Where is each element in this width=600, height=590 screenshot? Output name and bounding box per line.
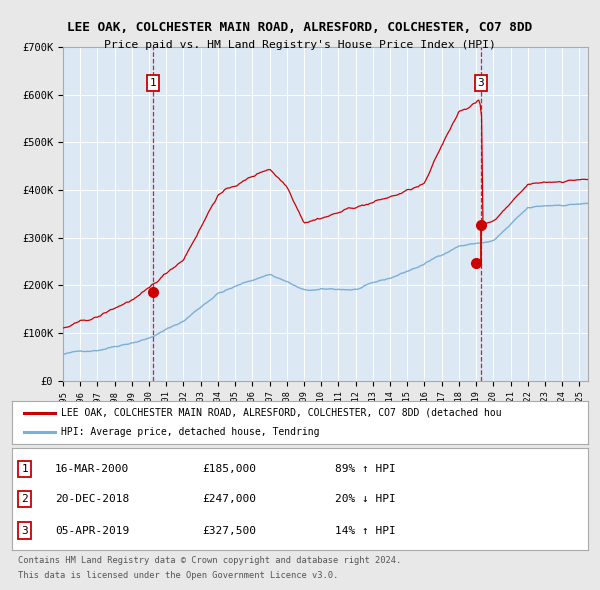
- Text: Contains HM Land Registry data © Crown copyright and database right 2024.: Contains HM Land Registry data © Crown c…: [18, 556, 401, 565]
- Text: 16-MAR-2000: 16-MAR-2000: [55, 464, 130, 474]
- Text: LEE OAK, COLCHESTER MAIN ROAD, ALRESFORD, COLCHESTER, CO7 8DD (detached hou: LEE OAK, COLCHESTER MAIN ROAD, ALRESFORD…: [61, 408, 502, 418]
- Text: 20% ↓ HPI: 20% ↓ HPI: [335, 494, 395, 504]
- Text: £327,500: £327,500: [202, 526, 256, 536]
- Text: This data is licensed under the Open Government Licence v3.0.: This data is licensed under the Open Gov…: [18, 571, 338, 579]
- Text: 14% ↑ HPI: 14% ↑ HPI: [335, 526, 395, 536]
- Text: 89% ↑ HPI: 89% ↑ HPI: [335, 464, 395, 474]
- Text: 05-APR-2019: 05-APR-2019: [55, 526, 130, 536]
- Text: £185,000: £185,000: [202, 464, 256, 474]
- Text: 1: 1: [21, 464, 28, 474]
- Text: 1: 1: [149, 78, 156, 88]
- Text: 20-DEC-2018: 20-DEC-2018: [55, 494, 130, 504]
- Text: 2: 2: [21, 494, 28, 504]
- Text: Price paid vs. HM Land Registry's House Price Index (HPI): Price paid vs. HM Land Registry's House …: [104, 40, 496, 50]
- Text: 3: 3: [478, 78, 484, 88]
- Text: 3: 3: [21, 526, 28, 536]
- Text: HPI: Average price, detached house, Tendring: HPI: Average price, detached house, Tend…: [61, 427, 319, 437]
- Text: LEE OAK, COLCHESTER MAIN ROAD, ALRESFORD, COLCHESTER, CO7 8DD: LEE OAK, COLCHESTER MAIN ROAD, ALRESFORD…: [67, 21, 533, 34]
- Text: £247,000: £247,000: [202, 494, 256, 504]
